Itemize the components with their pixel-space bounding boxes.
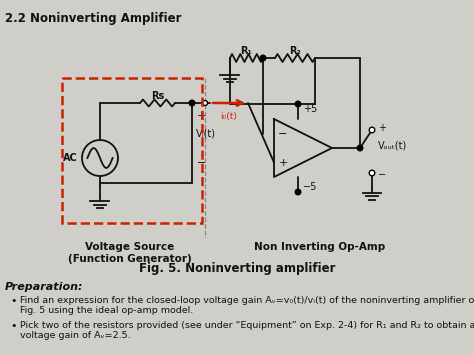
Text: R₁: R₁	[241, 46, 252, 56]
Text: Rs: Rs	[151, 91, 164, 101]
Text: +: +	[197, 111, 206, 121]
Text: Preparation:: Preparation:	[5, 282, 83, 292]
Circle shape	[295, 101, 301, 107]
Text: +5: +5	[303, 104, 317, 114]
Text: 2.2 Noninverting Amplifier: 2.2 Noninverting Amplifier	[5, 12, 182, 25]
Text: •: •	[10, 321, 17, 331]
Text: Non Inverting Op-Amp: Non Inverting Op-Amp	[255, 242, 386, 252]
Text: AC: AC	[63, 153, 78, 163]
Text: Voltage Source
(Function Generator): Voltage Source (Function Generator)	[68, 242, 192, 264]
Text: −: −	[278, 129, 288, 138]
Text: −: −	[378, 170, 386, 180]
Bar	[62, 78, 202, 223]
Text: Vᵢ(t): Vᵢ(t)	[196, 128, 216, 138]
Text: R₂: R₂	[289, 46, 301, 56]
Text: +: +	[378, 123, 386, 133]
Text: Vₒᵤₜ(t): Vₒᵤₜ(t)	[378, 140, 407, 150]
Circle shape	[189, 100, 195, 106]
Text: i₀(t): i₀(t)	[220, 112, 237, 121]
Text: −5: −5	[303, 182, 318, 192]
Circle shape	[295, 189, 301, 195]
Text: Pick two of the resistors provided (see under “Equipment” on Exp. 2-4) for R₁ an: Pick two of the resistors provided (see …	[20, 321, 474, 340]
Text: Find an expression for the closed-loop voltage gain Aᵥ=v₀(t)/vᵢ(t) of the noninv: Find an expression for the closed-loop v…	[20, 296, 474, 315]
Circle shape	[369, 170, 375, 176]
Circle shape	[260, 55, 266, 61]
Circle shape	[202, 100, 208, 105]
Circle shape	[357, 145, 363, 151]
Text: Fig. 5. Noninverting amplifier: Fig. 5. Noninverting amplifier	[139, 262, 335, 275]
Text: +: +	[278, 158, 288, 168]
Text: −: −	[197, 158, 206, 168]
Circle shape	[369, 127, 375, 133]
Text: •: •	[10, 296, 17, 306]
